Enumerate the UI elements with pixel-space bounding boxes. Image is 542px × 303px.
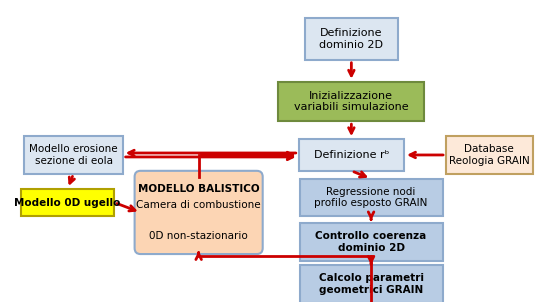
Text: Definizione rᵇ: Definizione rᵇ	[314, 150, 389, 160]
Text: Modello erosione
sezione di eola: Modello erosione sezione di eola	[29, 144, 118, 166]
FancyBboxPatch shape	[134, 171, 263, 254]
FancyBboxPatch shape	[300, 223, 442, 261]
Text: Controllo coerenza
dominio 2D: Controllo coerenza dominio 2D	[315, 231, 427, 253]
FancyBboxPatch shape	[279, 82, 424, 121]
Text: Calcolo parametri
geometrici GRAIN: Calcolo parametri geometrici GRAIN	[319, 273, 423, 295]
FancyBboxPatch shape	[300, 265, 442, 303]
FancyBboxPatch shape	[446, 136, 533, 174]
Text: Regressione nodi
profilo esposto GRAIN: Regressione nodi profilo esposto GRAIN	[314, 187, 428, 208]
Text: Camera di combustione: Camera di combustione	[137, 199, 261, 209]
FancyBboxPatch shape	[24, 136, 123, 174]
Text: MODELLO BALISTICO: MODELLO BALISTICO	[138, 184, 260, 194]
FancyBboxPatch shape	[300, 179, 442, 216]
Text: Definizione
dominio 2D: Definizione dominio 2D	[319, 28, 383, 50]
FancyBboxPatch shape	[299, 139, 404, 171]
Text: Database
Reologia GRAIN: Database Reologia GRAIN	[449, 144, 530, 166]
FancyBboxPatch shape	[21, 189, 114, 216]
FancyBboxPatch shape	[305, 18, 398, 60]
Text: 0D non-stazionario: 0D non-stazionario	[149, 231, 248, 241]
Text: Inizializzazione
variabili simulazione: Inizializzazione variabili simulazione	[294, 91, 409, 112]
Text: Modello 0D ugello: Modello 0D ugello	[15, 198, 121, 208]
